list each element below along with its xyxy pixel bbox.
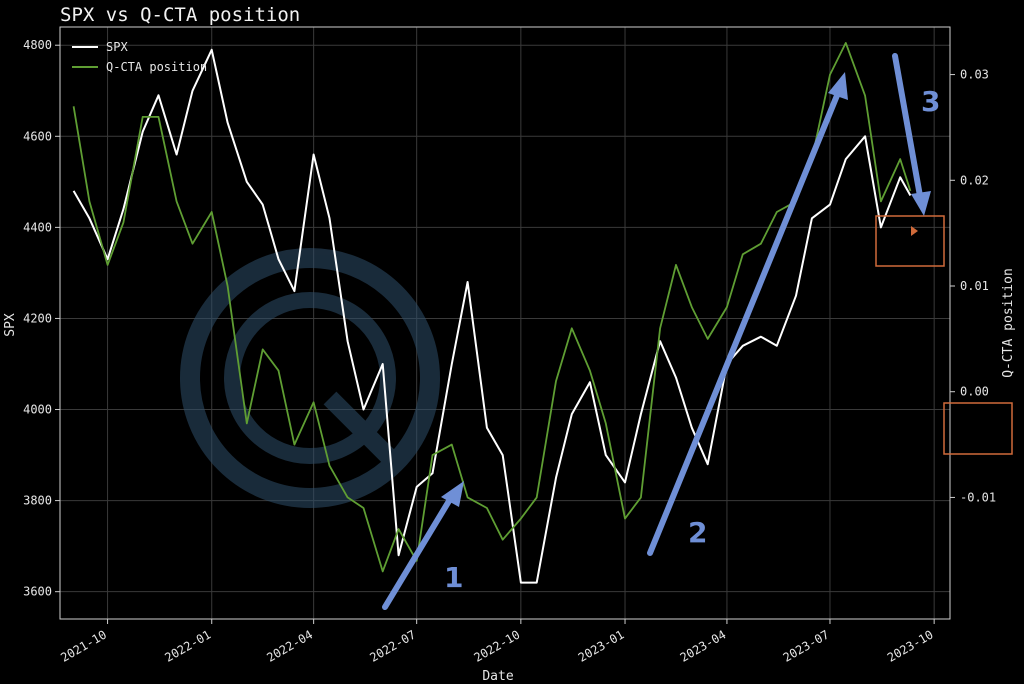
- chart-title: SPX vs Q-CTA position: [60, 4, 300, 26]
- x-axis-label: Date: [482, 669, 513, 684]
- legend: SPX Q-CTA position: [72, 40, 207, 74]
- series-line-qcta: [72, 42, 912, 573]
- annotation-label-1: 1: [444, 561, 463, 594]
- annotation-label-3: 3: [921, 85, 940, 118]
- y-tick-label-left: 4200: [23, 311, 52, 325]
- y-tick-label-left: 4400: [23, 220, 52, 234]
- highlight-box-latest: [875, 215, 945, 267]
- arrow-2: [647, 90, 841, 556]
- y-axis-label-right: Q-CTA position: [1001, 268, 1016, 378]
- y-tick-label-right: 0.01: [960, 279, 989, 293]
- watermark-logo: [180, 248, 440, 508]
- series-layer: [72, 42, 912, 584]
- y-tick-label-right: 0.00: [960, 385, 989, 399]
- arrow-2-head: [828, 72, 848, 100]
- grid: [60, 27, 950, 619]
- highlight-box-zero-line: [943, 402, 1013, 455]
- series-line-spx: [72, 48, 912, 584]
- legend-label-spx: SPX: [106, 40, 128, 54]
- legend-label-qcta: Q-CTA position: [106, 60, 207, 74]
- latest-point-marker: [911, 226, 918, 236]
- y-tick-label-right: 0.03: [960, 68, 989, 82]
- plot-frame: [59, 26, 951, 620]
- y-tick-label-left: 3600: [23, 585, 52, 599]
- arrow-3: [892, 53, 923, 199]
- y-tick-label-left: 4000: [23, 403, 52, 417]
- y-tick-label-left: 4600: [23, 129, 52, 143]
- y-tick-label-left: 3800: [23, 494, 52, 508]
- y-tick-label-right: 0.02: [960, 173, 989, 187]
- annotation-arrows: [382, 53, 931, 610]
- arrow-3-head: [911, 191, 931, 216]
- annotation-label-2: 2: [688, 516, 707, 549]
- arrow-1: [382, 493, 455, 610]
- y-tick-label-left: 4800: [23, 38, 52, 52]
- arrow-1-head: [441, 481, 464, 507]
- y-tick-label-right: -0.01: [960, 490, 996, 504]
- y-axis-label-left: SPX: [3, 313, 18, 337]
